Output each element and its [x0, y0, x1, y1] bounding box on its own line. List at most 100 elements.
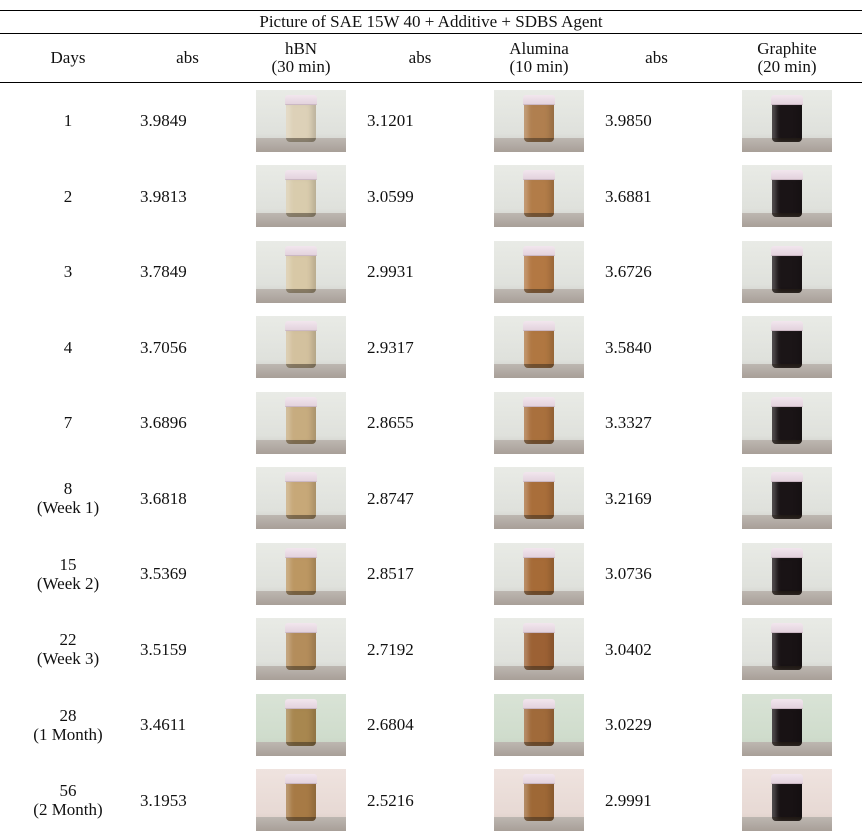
jar-sediment: [772, 288, 802, 293]
graphite-sample-photo: [742, 467, 832, 530]
photo-surface: [742, 137, 832, 152]
jar-sediment: [286, 515, 316, 520]
jar-lid: [523, 774, 555, 785]
alumina-abs-value: 2.5216: [367, 790, 414, 810]
sample-jar: [286, 554, 316, 595]
day-number: 28: [59, 705, 77, 725]
jar-lid: [523, 245, 555, 256]
hbn-sample-cell: [239, 536, 363, 612]
jar-lid: [285, 321, 317, 332]
photo-surface: [256, 741, 346, 756]
graphite-sample-cell: [712, 385, 862, 461]
graphite-abs-value: 2.9991: [605, 790, 652, 810]
photo-surface: [256, 666, 346, 681]
header-hbn-time: (30 min): [271, 57, 331, 76]
day-number: 4: [63, 337, 73, 357]
header-row: Days abs hBN (30 min) abs Alumina (10 mi…: [0, 34, 862, 83]
day-cell: 7: [0, 385, 136, 461]
jar-sediment: [772, 666, 802, 671]
jar-lid: [285, 472, 317, 483]
hbn-sample-photo: [256, 391, 346, 454]
day-number: 8: [63, 479, 73, 499]
sample-jar: [772, 554, 802, 595]
header-graphite: Graphite (20 min): [712, 34, 862, 83]
jar-lid: [771, 623, 803, 634]
jar-sediment: [524, 288, 554, 293]
jar-sediment: [772, 137, 802, 142]
sample-jar: [286, 328, 316, 369]
hbn-abs-value: 3.6896: [140, 413, 187, 433]
hbn-sample-photo: [256, 693, 346, 756]
alumina-sample-cell: [477, 612, 601, 688]
alumina-sample-photo: [494, 316, 584, 379]
jar-lid: [523, 94, 555, 105]
jar-sediment: [524, 137, 554, 142]
photo-surface: [494, 515, 584, 530]
jar-lid: [523, 547, 555, 558]
jar-sediment: [286, 364, 316, 369]
day-number: 7: [63, 413, 73, 433]
sample-jar: [286, 177, 316, 218]
graphite-sample-cell: [712, 612, 862, 688]
sample-jar: [772, 177, 802, 218]
jar-lid: [285, 623, 317, 634]
jar-lid: [285, 547, 317, 558]
graphite-sample-photo: [742, 769, 832, 832]
jar-sediment: [524, 590, 554, 595]
graphite-abs-value: 3.0736: [605, 564, 652, 584]
photo-surface: [494, 137, 584, 152]
hbn-abs-value: 3.6818: [140, 488, 187, 508]
jar-sediment: [286, 590, 316, 595]
day-number: 1: [63, 111, 73, 131]
alumina-sample-cell: [477, 687, 601, 763]
hbn-abs-value: 3.5159: [140, 639, 187, 659]
graphite-sample-photo: [742, 542, 832, 605]
jar-sediment: [286, 137, 316, 142]
table-row: 15 (Week 2) 3.5369 2.8517 3.0736: [0, 536, 862, 612]
sample-jar: [524, 630, 554, 671]
sample-jar: [772, 781, 802, 822]
header-days: Days: [50, 48, 86, 67]
photo-surface: [494, 817, 584, 832]
hbn-sample-cell: [239, 159, 363, 235]
graphite-abs-value: 3.6726: [605, 262, 652, 282]
graphite-sample-cell: [712, 83, 862, 159]
jar-lid: [523, 170, 555, 181]
day-number: 56: [59, 781, 77, 801]
day-cell: 3: [0, 234, 136, 310]
jar-sediment: [286, 288, 316, 293]
alumina-abs-value: 2.8517: [367, 564, 414, 584]
day-cell: 1: [0, 83, 136, 159]
photo-surface: [256, 364, 346, 379]
photo-surface: [494, 741, 584, 756]
table-row: 1 3.9849 3.1201 3.9850: [0, 83, 862, 159]
jar-sediment: [772, 817, 802, 822]
header-alumina-name: Alumina: [509, 39, 569, 58]
day-period: (2 Month): [33, 800, 103, 820]
alumina-sample-cell: [477, 310, 601, 386]
jar-sediment: [772, 590, 802, 595]
alumina-sample-photo: [494, 165, 584, 228]
alumina-abs-value: 2.6804: [367, 715, 414, 735]
day-cell: 28 (1 Month): [0, 687, 136, 763]
hbn-abs-value: 3.7056: [140, 337, 187, 357]
jar-lid: [285, 396, 317, 407]
hbn-abs-value: 3.7849: [140, 262, 187, 282]
jar-lid: [523, 472, 555, 483]
header-abs-alumina: abs: [408, 48, 432, 67]
sample-jar: [772, 252, 802, 293]
jar-lid: [771, 245, 803, 256]
sample-jar: [286, 630, 316, 671]
alumina-sample-cell: [477, 159, 601, 235]
sample-jar: [286, 781, 316, 822]
day-number: 2: [63, 186, 73, 206]
jar-sediment: [524, 439, 554, 444]
table-row: 7 3.6896 2.8655 3.3327: [0, 385, 862, 461]
hbn-sample-photo: [256, 165, 346, 228]
hbn-sample-photo: [256, 618, 346, 681]
sample-jar: [286, 101, 316, 142]
sample-jar: [524, 101, 554, 142]
photo-surface: [256, 288, 346, 303]
graphite-sample-cell: [712, 687, 862, 763]
